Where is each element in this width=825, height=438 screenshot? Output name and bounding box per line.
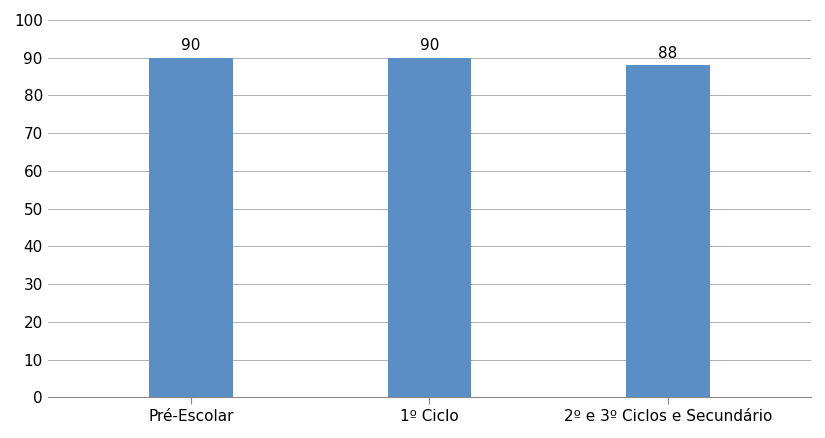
- Bar: [388, 58, 471, 397]
- Text: 90: 90: [420, 38, 439, 53]
- Bar: [149, 58, 233, 397]
- Text: 88: 88: [658, 46, 677, 60]
- Bar: [626, 65, 710, 397]
- Text: 90: 90: [182, 38, 200, 53]
